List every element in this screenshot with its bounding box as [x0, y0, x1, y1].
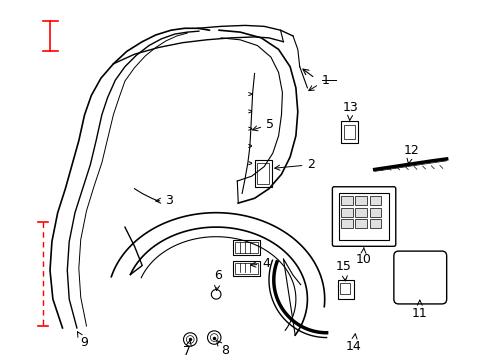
Text: 9: 9: [77, 332, 87, 348]
Bar: [235, 263, 258, 274]
Bar: [355, 196, 366, 205]
Text: 13: 13: [342, 101, 358, 120]
Bar: [338, 193, 388, 240]
Bar: [233, 261, 260, 276]
Text: 7: 7: [183, 340, 191, 358]
Text: 15: 15: [335, 260, 351, 281]
Text: 4: 4: [250, 257, 269, 270]
Bar: [369, 208, 381, 216]
Bar: [339, 283, 349, 294]
Text: 6: 6: [214, 269, 222, 291]
Bar: [340, 121, 358, 143]
Text: 8: 8: [216, 340, 228, 357]
Text: 10: 10: [354, 247, 370, 266]
Bar: [233, 240, 260, 255]
Bar: [257, 163, 268, 184]
Bar: [340, 219, 352, 228]
Text: 3: 3: [155, 194, 173, 207]
Bar: [369, 196, 381, 205]
Bar: [343, 125, 355, 139]
Bar: [355, 208, 366, 216]
Text: 1: 1: [308, 74, 329, 91]
Text: 12: 12: [403, 144, 418, 163]
Text: 14: 14: [345, 334, 361, 354]
Bar: [340, 208, 352, 216]
Bar: [369, 219, 381, 228]
Bar: [235, 242, 258, 253]
Text: 5: 5: [252, 118, 274, 131]
Bar: [340, 196, 352, 205]
Text: 11: 11: [411, 300, 427, 320]
Bar: [338, 280, 353, 299]
Bar: [254, 160, 271, 187]
Bar: [355, 219, 366, 228]
Text: 2: 2: [274, 158, 315, 171]
